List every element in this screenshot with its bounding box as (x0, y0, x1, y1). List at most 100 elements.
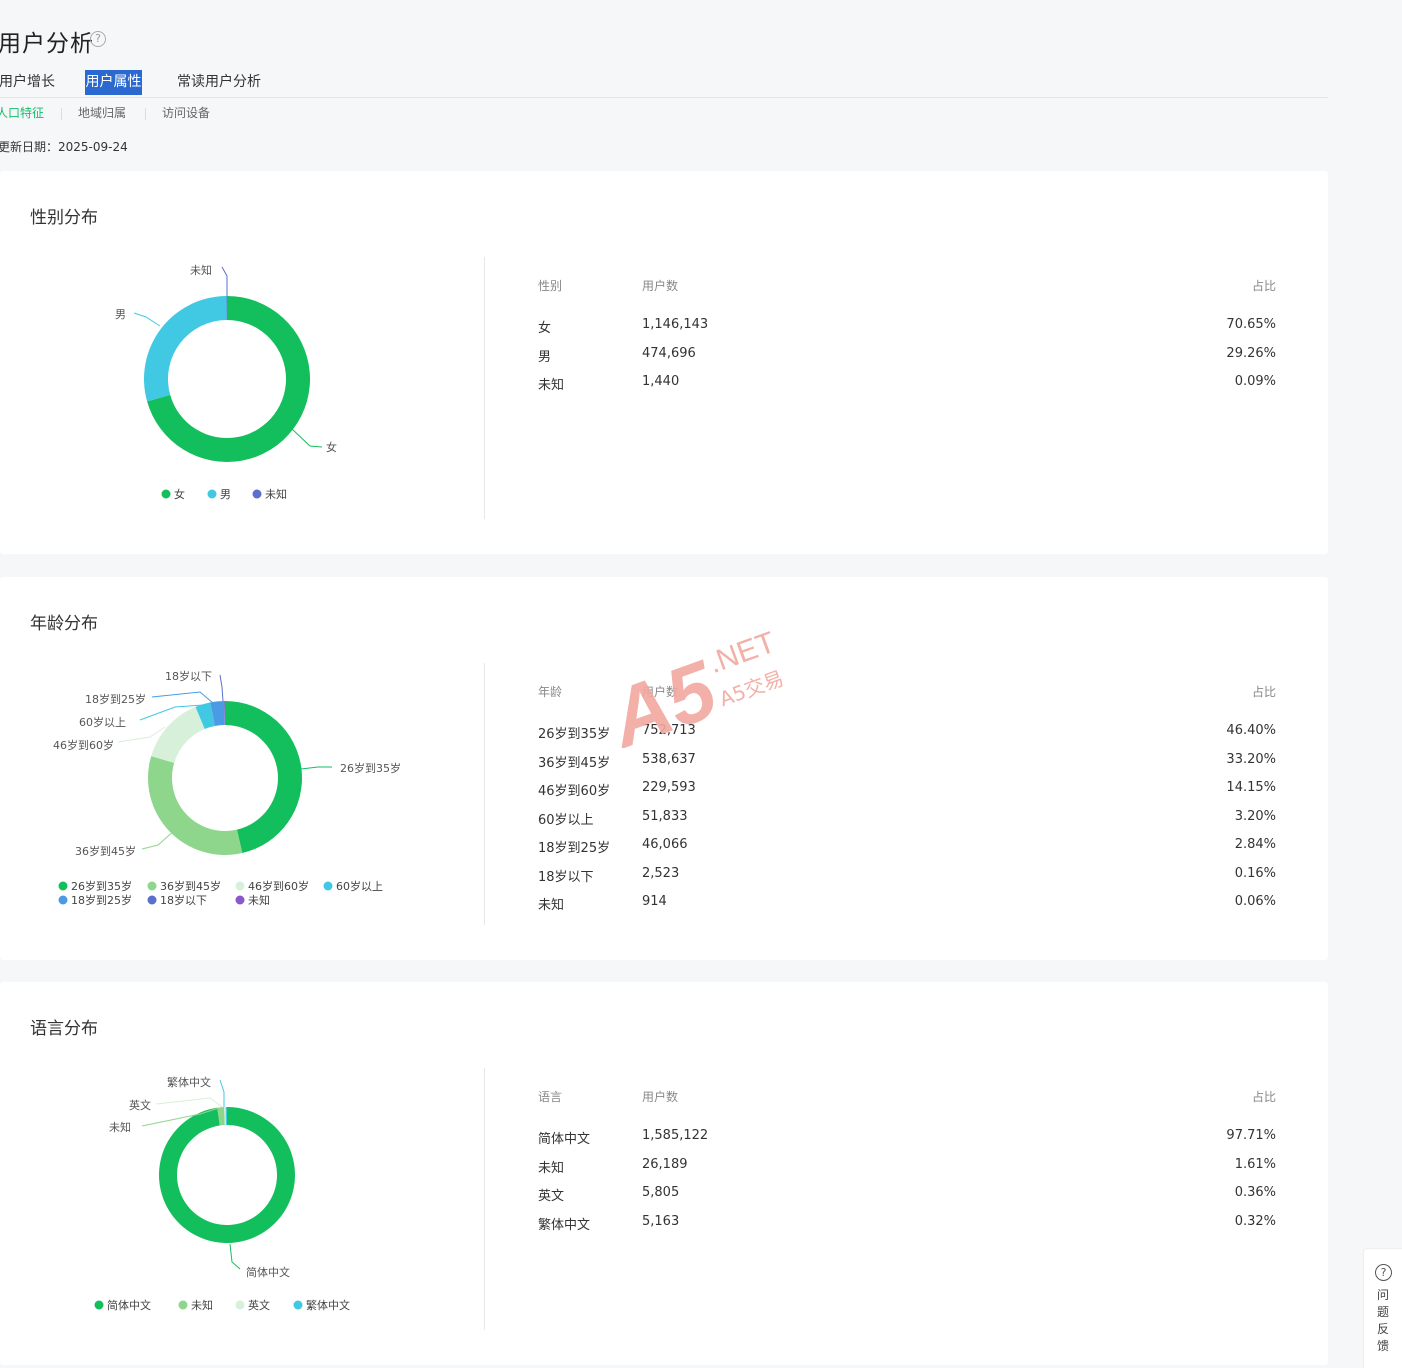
legend-item[interactable]: 简体中文 (107, 1298, 151, 1312)
table-row: 男 474,696 29.26% (538, 346, 1276, 366)
header-age: 年龄 (538, 685, 563, 699)
feedback-button[interactable]: ? 问题反馈 (1363, 1248, 1402, 1368)
row-name: 女 (538, 321, 552, 336)
leader-line (151, 691, 214, 704)
table-row: 60岁以上 51,833 3.20% (538, 809, 1276, 829)
legend-item[interactable]: 18岁到25岁 (71, 893, 132, 907)
row-pct: 0.36% (1234, 1185, 1276, 1200)
slice-label: 未知 (190, 263, 212, 277)
age-card: 年龄分布 26岁到35岁 36岁到45岁 46岁到60岁 60岁以上 18岁到25岁 18… (0, 577, 1328, 960)
legend-dot (323, 881, 333, 891)
question-circle-icon: ? (1375, 1264, 1392, 1281)
row-count: 1,146,143 (642, 317, 709, 332)
row-count: 46,066 (642, 837, 688, 852)
legend-item[interactable]: 女 (174, 487, 185, 501)
row-pct: 0.09% (1234, 374, 1276, 389)
row-count: 26,189 (642, 1156, 688, 1172)
row-pct: 70.65% (1226, 317, 1276, 332)
donut-slice[interactable] (147, 756, 243, 855)
legend-item[interactable]: 未知 (265, 487, 287, 501)
legend-item[interactable]: 男 (220, 488, 231, 501)
card-divider (484, 1068, 485, 1330)
donut-slice[interactable] (225, 1107, 227, 1126)
help-icon[interactable]: ? (90, 31, 106, 47)
legend-item[interactable]: 未知 (248, 893, 270, 907)
legend-dot (293, 1300, 303, 1310)
donut-slice[interactable] (159, 1107, 295, 1243)
row-pct: 2.84% (1234, 837, 1276, 852)
table-header: 性别 用户数 占比 (538, 277, 1276, 297)
table-row: 未知 1,440 0.09% (538, 374, 1276, 394)
donut-slice[interactable] (210, 701, 225, 726)
slice-label: 46岁到60岁 (53, 738, 114, 752)
leader-line (141, 829, 176, 850)
row-pct: 29.26% (1226, 345, 1276, 361)
legend-item[interactable]: 46岁到60岁 (248, 879, 309, 893)
slice-label: 未知 (109, 1120, 131, 1134)
tab-user-growth[interactable]: 用户增长 (0, 74, 55, 90)
donut-slice[interactable] (147, 296, 311, 462)
legend-item[interactable]: 60岁以上 (336, 879, 383, 893)
legend-item[interactable]: 26岁到35岁 (71, 879, 132, 893)
row-name: 26岁到35岁 (538, 727, 611, 742)
header-users: 用户数 (642, 685, 679, 699)
language-title: 语言分布 (30, 1019, 98, 1039)
page-title: 用户分析 (0, 31, 94, 57)
slice-label: 简体中文 (246, 1265, 290, 1279)
slice-label: 男 (115, 308, 126, 321)
row-name: 男 (538, 349, 552, 365)
donut-slice[interactable] (225, 701, 303, 854)
donut-slice[interactable] (217, 1107, 225, 1126)
header-ratio: 占比 (1251, 279, 1276, 293)
slice-label: 女 (326, 440, 337, 454)
card-divider (484, 663, 485, 925)
row-name: 18岁以下 (538, 869, 594, 885)
legend-item[interactable]: 36岁到45岁 (160, 879, 221, 893)
row-count: 229,593 (642, 780, 696, 795)
leader-line (219, 674, 224, 702)
table-row: 英文 5,805 0.36% (538, 1185, 1276, 1205)
row-pct: 0.32% (1234, 1213, 1276, 1229)
row-name: 未知 (538, 378, 565, 393)
donut-slice[interactable] (224, 1107, 226, 1126)
donut-slice[interactable] (144, 296, 227, 402)
tab-frequent-readers[interactable]: 常读用户分析 (177, 74, 261, 90)
row-count: 5,805 (642, 1185, 680, 1200)
subtab-devices[interactable]: 访问设备 (162, 106, 211, 120)
row-pct: 97.71% (1226, 1128, 1276, 1143)
slice-label: 英文 (129, 1098, 151, 1112)
header-users: 用户数 (642, 1090, 679, 1104)
legend-dot (235, 895, 245, 905)
legend-item[interactable]: 英文 (248, 1298, 270, 1312)
subtab-demographics[interactable]: 人口特征 (0, 106, 45, 120)
row-pct: 0.06% (1234, 894, 1276, 909)
table-row: 未知 26,189 1.61% (538, 1157, 1276, 1177)
header-users: 用户数 (642, 279, 679, 293)
row-name: 英文 (538, 1189, 565, 1204)
donut-slice[interactable] (151, 706, 205, 763)
legend-item[interactable]: 18岁以下 (160, 893, 207, 907)
legend-dot (147, 895, 157, 905)
leader-line (141, 1107, 220, 1127)
donut-slice[interactable] (223, 701, 225, 726)
age-donut-chart: 26岁到35岁 36岁到45岁 46岁到60岁 60岁以上 18岁到25岁 18岁以下 26… (53, 669, 401, 907)
table-row: 女 1,146,143 70.65% (538, 317, 1276, 337)
row-name: 60岁以上 (538, 812, 594, 828)
subtab-region[interactable]: 地域归属 (78, 106, 127, 120)
row-pct: 0.16% (1234, 865, 1276, 881)
tab-user-attributes[interactable]: 用户属性 (85, 70, 142, 95)
gender-card: 性别分布 女男未知女男未知 性别 用户数 占比 女 1,146,143 70.65%… (0, 171, 1328, 554)
row-count: 752,713 (642, 723, 696, 738)
legend-dot (147, 881, 157, 891)
row-pct: 14.15% (1226, 780, 1276, 795)
leader-line (155, 1097, 223, 1108)
age-title: 年龄分布 (30, 614, 98, 634)
legend-item[interactable]: 未知 (191, 1298, 213, 1312)
leader-line (291, 428, 323, 448)
header-ratio: 占比 (1251, 1090, 1276, 1104)
subtab-divider (61, 108, 62, 120)
update-date-label: 更新日期： (0, 140, 59, 154)
legend-item[interactable]: 繁体中文 (306, 1298, 350, 1312)
donut-slice[interactable] (195, 702, 215, 730)
row-pct: 1.61% (1234, 1156, 1276, 1172)
